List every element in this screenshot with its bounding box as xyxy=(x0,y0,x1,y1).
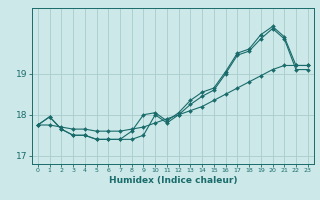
X-axis label: Humidex (Indice chaleur): Humidex (Indice chaleur) xyxy=(108,176,237,185)
